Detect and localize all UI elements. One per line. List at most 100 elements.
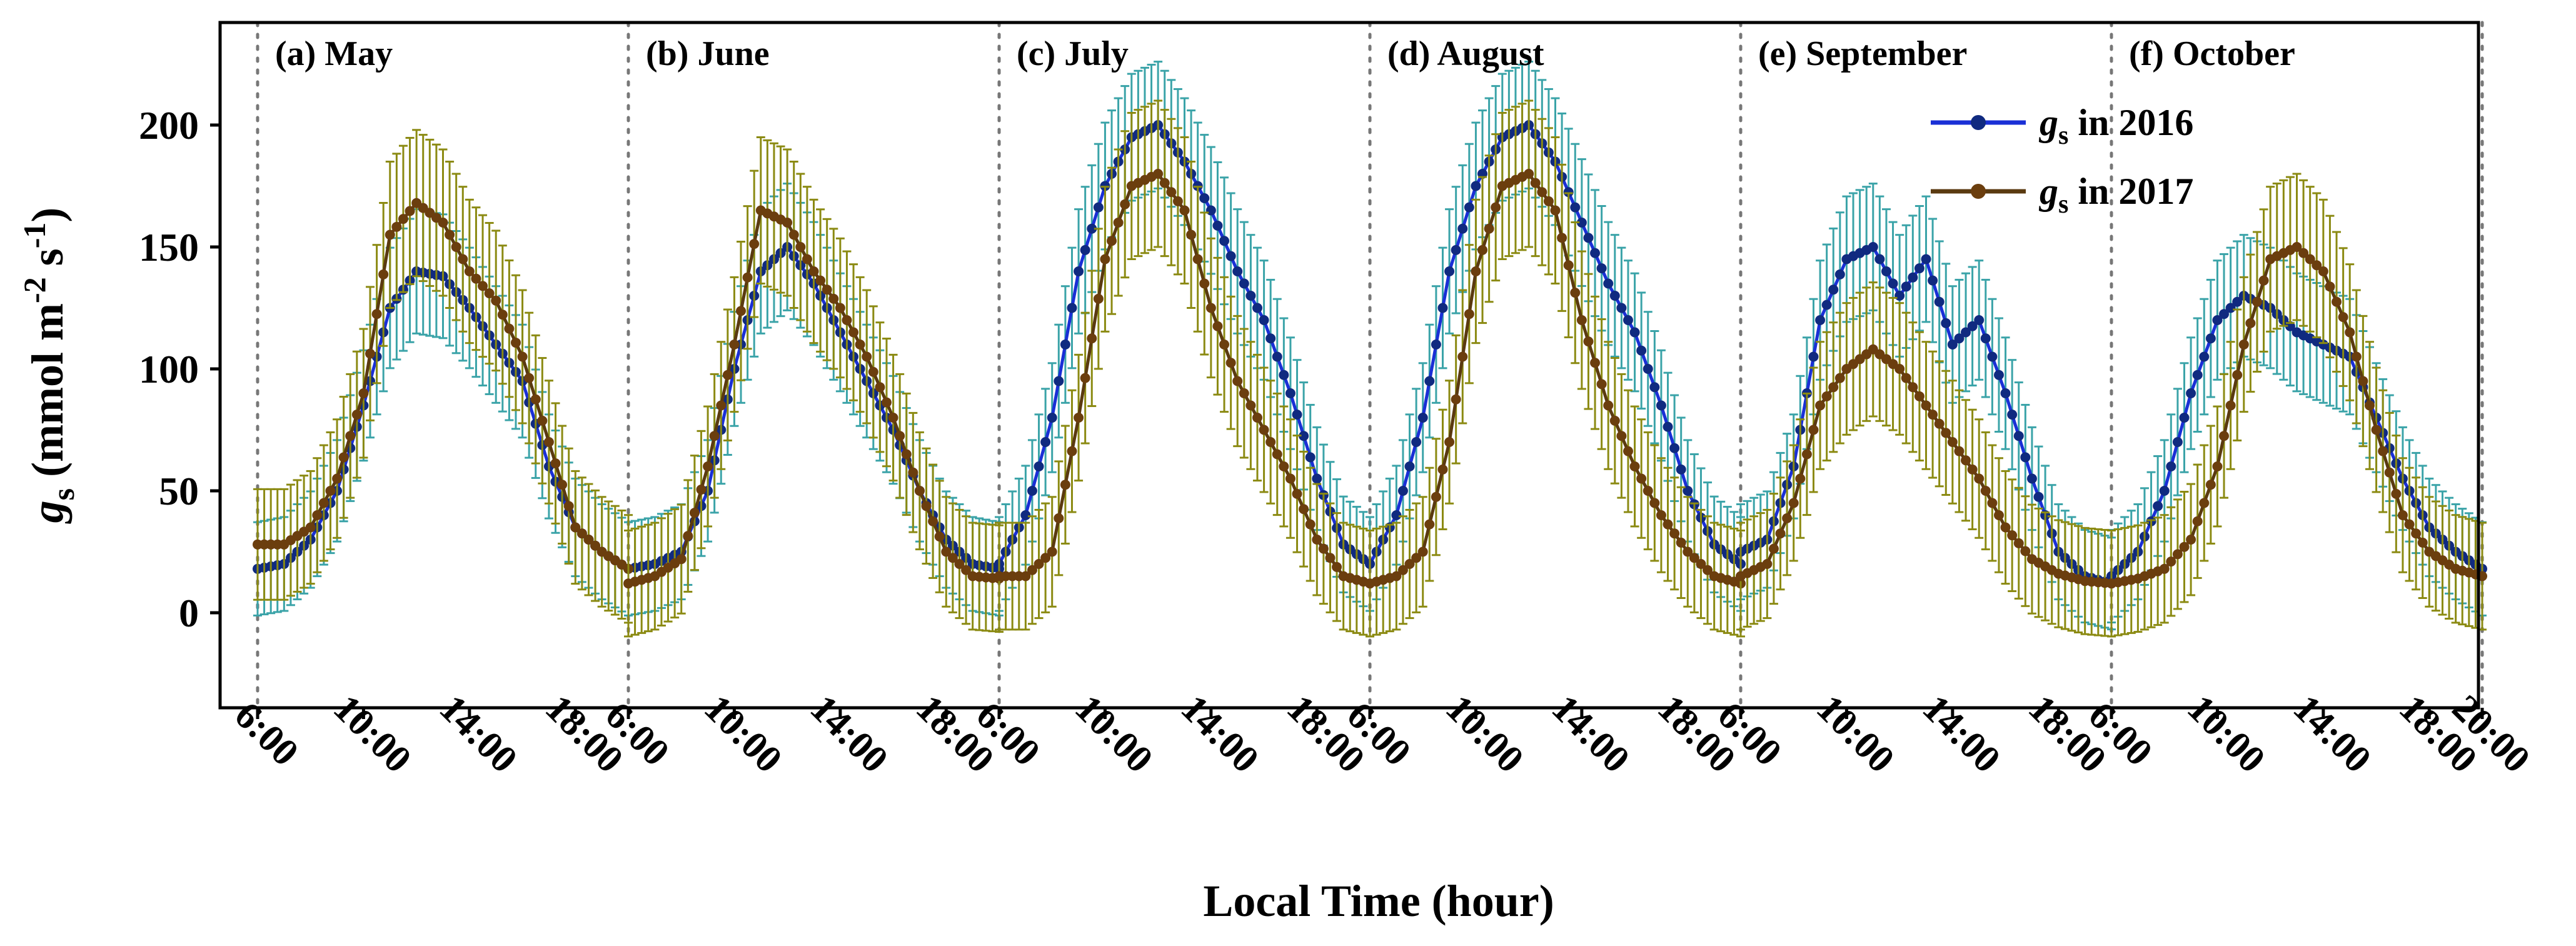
data-point	[2192, 370, 2203, 380]
data-point	[2305, 254, 2315, 264]
data-point	[901, 449, 912, 460]
data-point	[451, 242, 461, 252]
data-point	[2411, 528, 2422, 539]
data-point	[365, 348, 376, 359]
data-point	[1947, 437, 1958, 447]
data-point	[2033, 491, 2044, 502]
y-axis: 0 50 100 150 200	[139, 103, 220, 635]
data-point	[1980, 333, 1991, 344]
data-point	[1788, 498, 1799, 508]
data-point	[1060, 480, 1070, 490]
data-point	[458, 254, 468, 264]
data-point	[1265, 437, 1276, 447]
data-point	[1212, 220, 1223, 231]
data-point	[1934, 418, 1945, 429]
data-point	[947, 553, 958, 563]
data-point	[1815, 315, 1826, 325]
legend-text: in 2016	[2068, 102, 2193, 143]
data-point	[1054, 513, 1064, 523]
data-point	[1431, 491, 1441, 502]
data-point	[941, 546, 952, 557]
data-point	[1669, 443, 1680, 453]
data-point	[1543, 196, 1554, 206]
data-point	[1616, 431, 1627, 441]
data-point	[1020, 510, 1031, 520]
data-point	[921, 501, 932, 511]
data-point	[835, 303, 845, 313]
data-point	[1404, 461, 1415, 471]
data-point	[742, 272, 753, 283]
data-point	[464, 266, 475, 276]
data-point	[1669, 528, 1680, 539]
data-point	[351, 410, 362, 420]
data-point	[1530, 178, 1541, 188]
data-point	[954, 559, 965, 569]
data-point	[2351, 351, 2362, 362]
data-point	[1609, 291, 1620, 301]
panel-label: (b) June	[646, 34, 770, 73]
data-point	[1199, 278, 1210, 289]
data-point	[1954, 333, 1965, 344]
legend-symbol: g	[2038, 171, 2058, 212]
data-point	[332, 473, 343, 484]
data-point	[1795, 473, 1806, 484]
data-point	[1205, 205, 1216, 216]
data-point	[1901, 281, 1911, 292]
data-point	[318, 498, 329, 508]
y-tick-label: 50	[159, 469, 199, 513]
data-point	[842, 315, 852, 325]
data-point	[517, 351, 528, 362]
data-point	[2020, 546, 2031, 556]
legend-label: gs in 2017	[2038, 171, 2193, 219]
data-point	[1941, 428, 1951, 438]
y-axis-title: gs (mmol m-2 s-1)	[17, 208, 81, 525]
data-point	[1391, 510, 1402, 520]
data-point	[1563, 187, 1574, 198]
data-point	[1239, 388, 1249, 398]
data-point	[1232, 266, 1243, 276]
data-point	[822, 284, 832, 295]
data-point	[1947, 340, 1958, 350]
data-point	[1676, 537, 1686, 548]
data-point	[1054, 376, 1064, 386]
series-group	[253, 99, 2487, 638]
data-point	[1596, 263, 1607, 274]
legend-subscript: s	[2058, 190, 2068, 219]
data-point	[398, 214, 408, 224]
data-point	[1821, 391, 1832, 401]
data-point	[1815, 400, 1826, 411]
data-point	[1292, 410, 1302, 420]
data-point	[1444, 437, 1455, 447]
data-point	[550, 458, 561, 469]
data-point	[2013, 431, 2024, 441]
data-point	[1908, 272, 1918, 283]
data-point	[1232, 376, 1243, 386]
data-point	[385, 229, 395, 240]
data-point	[828, 293, 839, 304]
data-point	[2205, 480, 2216, 490]
data-point	[1279, 370, 1289, 380]
data-point	[1318, 543, 1329, 554]
data-point	[305, 522, 316, 533]
data-point	[736, 306, 747, 316]
data-point	[2238, 340, 2249, 350]
data-point	[1464, 202, 1474, 213]
data-point	[1252, 303, 1262, 313]
data-point	[716, 400, 727, 411]
data-point	[1067, 446, 1077, 456]
data-point	[1629, 461, 1640, 471]
data-point	[1159, 178, 1170, 188]
data-point	[1205, 303, 1216, 313]
data-point	[1656, 400, 1666, 411]
plot-marks	[253, 21, 2487, 710]
data-point	[2371, 425, 2382, 435]
data-point	[1245, 291, 1256, 301]
y-axis-title-sup-2: -1	[17, 223, 52, 249]
data-point	[2186, 535, 2196, 545]
data-point	[1225, 358, 1236, 368]
data-point	[1464, 309, 1474, 320]
data-point	[1225, 251, 1236, 261]
data-point	[1616, 303, 1627, 313]
data-point	[2172, 437, 2183, 447]
data-point	[2338, 312, 2348, 323]
